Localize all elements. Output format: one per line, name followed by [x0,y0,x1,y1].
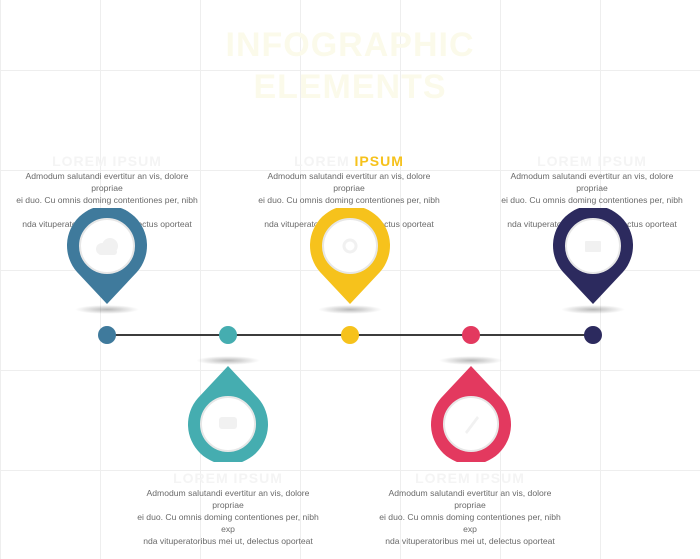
step-4-title: LOREM IPSUM [415,470,525,486]
location-pin-2 [188,366,268,462]
step-4-description: Admodum salutandi evertitur an vis, dolo… [379,488,561,546]
pin-5-shadow [561,305,625,314]
pin-1-shadow [75,305,139,314]
step-5-title: LOREM IPSUM [537,153,647,169]
location-pin-4 [431,366,511,462]
step-2-description: Admodum salutandi evertitur an vis, dolo… [137,488,319,546]
title-line-1: INFOGRAPHIC [225,26,475,64]
step-3-title-highlight: IPSUM [354,153,404,169]
pin-3-shadow [318,305,382,314]
infographic-title: INFOGRAPHIC ELEMENTS [200,24,500,108]
folder-icon [585,241,601,252]
step-2-title: LOREM IPSUM [173,470,283,486]
cloud-icon [96,238,118,255]
title-line-2: ELEMENTS [253,68,447,106]
chat-icon [219,417,237,429]
pin-4-shadow [439,356,503,365]
rocket-icon [465,416,479,434]
timeline-dot-2 [219,326,237,344]
step-1-title: LOREM IPSUM [52,153,162,169]
timeline-dot-3 [341,326,359,344]
timeline-dot-5 [584,326,602,344]
gear-icon [342,238,358,254]
timeline-dot-4 [462,326,480,344]
location-pin-1 [67,208,147,304]
location-pin-5 [553,208,633,304]
location-pin-3 [310,208,390,304]
timeline-dot-1 [98,326,116,344]
pin-2-shadow [196,356,260,365]
step-3-title: LOREM IPSUM [294,153,404,169]
